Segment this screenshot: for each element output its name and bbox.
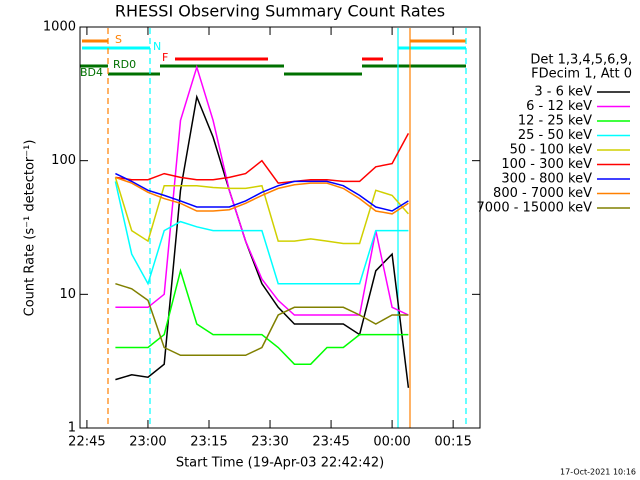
x-axis-label: Start Time (19-Apr-03 22:42:42) <box>176 456 384 471</box>
y-tick-label: 1 <box>68 421 76 436</box>
y-tick-label: 1000 <box>43 20 76 35</box>
series-line <box>115 176 409 215</box>
plot-frame <box>79 26 481 429</box>
footer: 17-Oct-2021 10:16 <box>560 468 636 477</box>
x-tick-label: 00:00 <box>373 435 410 450</box>
legend-label: 800 - 7000 keV <box>493 186 592 201</box>
legend-label: 50 - 100 keV <box>510 143 593 158</box>
legend-title: Det 1,3,4,5,6,9, <box>530 53 632 68</box>
legend-label: 3 - 6 keV <box>534 85 592 100</box>
y-axis-label: Count Rate (s⁻¹ detector⁻¹) <box>23 140 38 317</box>
chart-title: RHESSI Observing Summary Count Rates <box>115 2 445 21</box>
flag-label: RD0 <box>113 58 136 71</box>
x-tick-label: 23:30 <box>251 435 288 450</box>
series-line <box>114 181 409 286</box>
flag-label: N <box>153 40 161 53</box>
legend-label: 25 - 50 keV <box>518 128 592 143</box>
x-tick-label: 00:15 <box>434 435 471 450</box>
legend-label: 12 - 25 keV <box>518 114 592 129</box>
flag-label: BD4 <box>80 66 103 79</box>
series-line <box>115 268 409 365</box>
series-line <box>114 177 409 245</box>
legend-label: 300 - 800 keV <box>501 172 592 187</box>
x-tick-label: 23:15 <box>190 435 227 450</box>
legend-label: 100 - 300 keV <box>501 157 592 172</box>
series-line <box>115 133 410 184</box>
flag-bars <box>80 39 466 76</box>
x-tick-label: 23:00 <box>129 435 166 450</box>
y-tick-label: 100 <box>51 153 76 168</box>
flag-lines <box>107 28 467 428</box>
x-tick-label: 22:45 <box>68 435 105 450</box>
x-tick-label: 23:45 <box>312 435 349 450</box>
legend-title: FDecim 1, Att 0 <box>531 67 632 82</box>
flag-label: S <box>115 33 122 46</box>
legend-label: 6 - 12 keV <box>526 99 592 114</box>
series-line <box>115 282 409 357</box>
y-tick-label: 10 <box>59 287 76 302</box>
series-line <box>115 172 409 212</box>
flag-label: F <box>162 51 168 64</box>
legend-label: 7000 - 15000 keV <box>477 201 593 216</box>
